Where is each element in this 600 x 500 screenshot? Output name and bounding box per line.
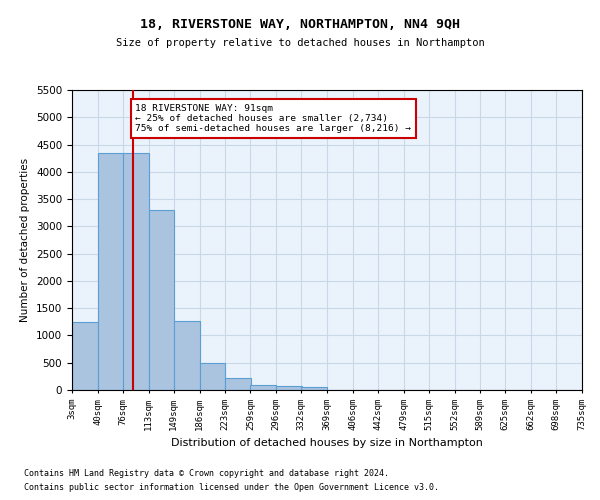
Bar — [250, 385, 276, 390]
Text: 18, RIVERSTONE WAY, NORTHAMPTON, NN4 9QH: 18, RIVERSTONE WAY, NORTHAMPTON, NN4 9QH — [140, 18, 460, 30]
Bar — [225, 378, 251, 390]
Bar — [149, 210, 175, 390]
Bar — [123, 152, 149, 390]
Text: Contains HM Land Registry data © Crown copyright and database right 2024.: Contains HM Land Registry data © Crown c… — [24, 468, 389, 477]
X-axis label: Distribution of detached houses by size in Northampton: Distribution of detached houses by size … — [171, 438, 483, 448]
Text: 18 RIVERSTONE WAY: 91sqm
← 25% of detached houses are smaller (2,734)
75% of sem: 18 RIVERSTONE WAY: 91sqm ← 25% of detach… — [136, 104, 412, 134]
Bar — [276, 386, 302, 390]
Bar — [174, 320, 199, 390]
Text: Contains public sector information licensed under the Open Government Licence v3: Contains public sector information licen… — [24, 484, 439, 492]
Bar — [301, 387, 327, 390]
Bar — [199, 364, 225, 390]
Text: Size of property relative to detached houses in Northampton: Size of property relative to detached ho… — [116, 38, 484, 48]
Y-axis label: Number of detached properties: Number of detached properties — [20, 158, 31, 322]
Bar — [72, 322, 98, 390]
Bar — [98, 152, 124, 390]
